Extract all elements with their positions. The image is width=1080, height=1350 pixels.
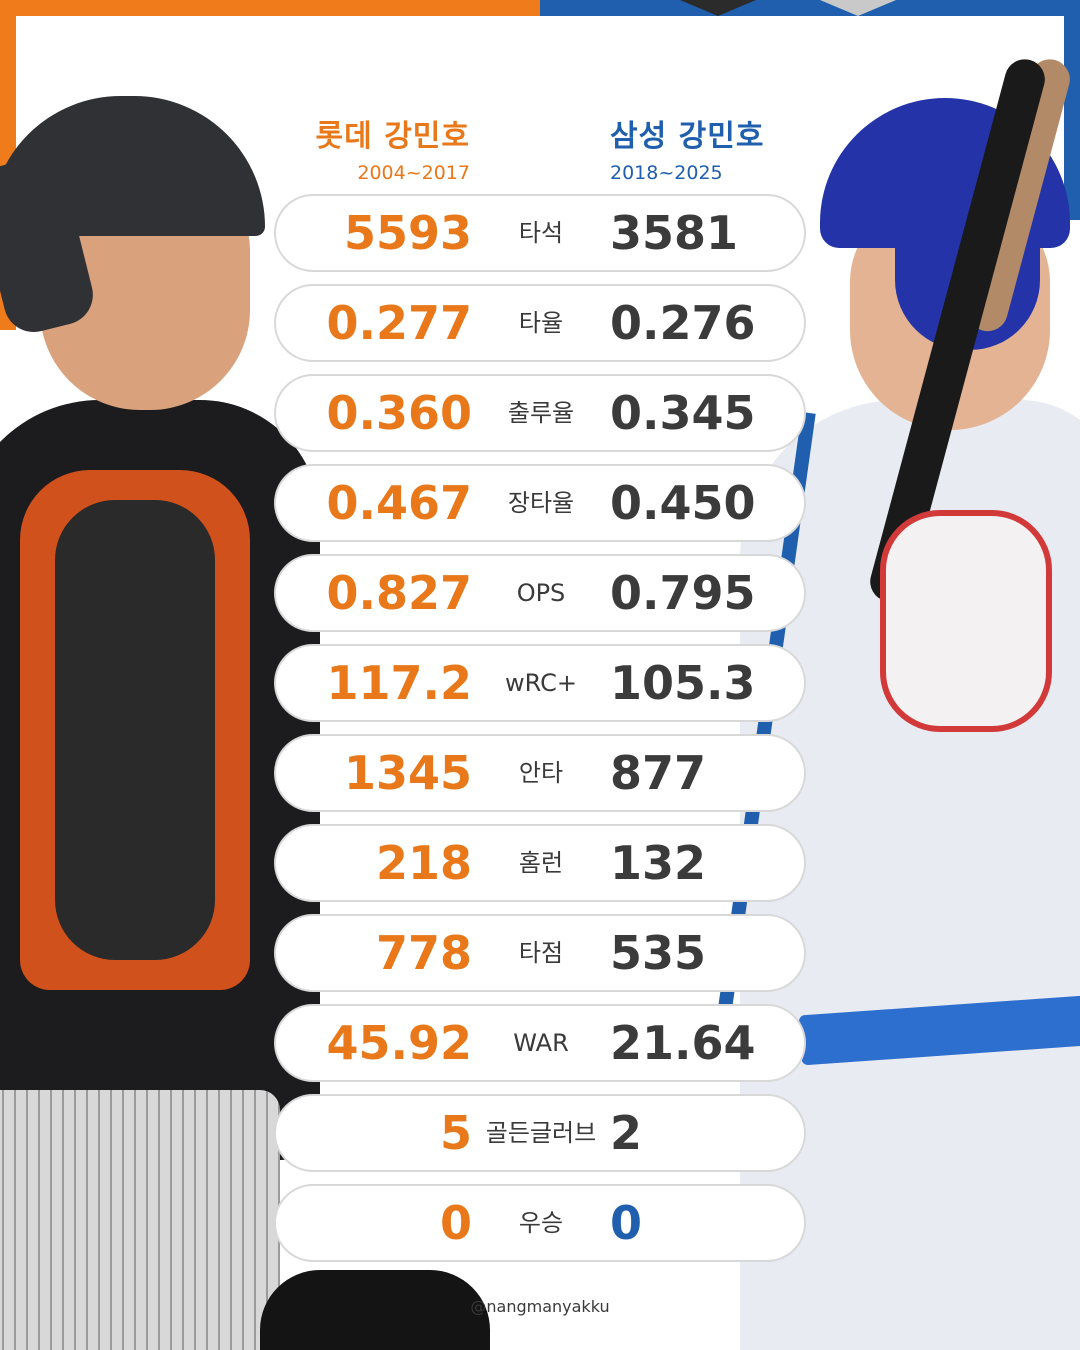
stat-row-on-base-percentage: 0.360 출루율 0.345: [274, 374, 806, 452]
stat-comparison-list: 5593 타석 3581 0.277 타율 0.276 0.360 출루율 0.…: [274, 194, 806, 1274]
stat-row-ops: 0.827 OPS 0.795: [274, 554, 806, 632]
left-player-pinstripe-pants: [0, 1090, 280, 1350]
left-player-helmet: [0, 96, 265, 236]
stat-row-golden-glove: 5 골든글러브 2: [274, 1094, 806, 1172]
top-bar-orange: [0, 0, 540, 16]
right-stat-value: 0: [610, 1196, 643, 1250]
stat-label: 타점: [518, 939, 564, 967]
left-player-jersey: [55, 500, 215, 960]
right-stat-value: 0.795: [610, 566, 756, 620]
stat-row-batting-average: 0.277 타율 0.276: [274, 284, 806, 362]
footer-handle: @nangmanyakku: [470, 1297, 610, 1316]
left-player-header: 롯데 강민호 2004~2017: [230, 118, 470, 186]
stat-row-wrc-plus: 117.2 wRC+ 105.3: [274, 644, 806, 722]
top-wedge-grey: [820, 0, 896, 16]
stat-row-slugging: 0.467 장타율 0.450: [274, 464, 806, 542]
right-stat-value: 105.3: [610, 656, 756, 710]
left-stat-value: 0.360: [326, 386, 472, 440]
left-stat-value: 1345: [343, 746, 472, 800]
left-player-glove: [260, 1270, 490, 1350]
stat-label: 골든글러브: [485, 1119, 597, 1147]
right-stat-value: 0.345: [610, 386, 756, 440]
left-stat-value: 117.2: [326, 656, 472, 710]
stat-label: 안타: [518, 759, 564, 787]
right-stat-value: 3581: [610, 206, 739, 260]
stat-label: 우승: [518, 1209, 564, 1237]
right-stat-value: 535: [610, 926, 707, 980]
left-team-years: 2004~2017: [357, 162, 470, 184]
stat-label: wRC+: [505, 669, 577, 697]
stat-label: 장타율: [507, 489, 575, 517]
left-stat-value: 0.467: [326, 476, 472, 530]
stat-row-home-runs: 218 홈런 132: [274, 824, 806, 902]
stat-row-plate-appearances: 5593 타석 3581: [274, 194, 806, 272]
stat-row-hits: 1345 안타 877: [274, 734, 806, 812]
left-stat-value: 778: [375, 926, 472, 980]
left-stat-value: 0: [439, 1196, 472, 1250]
top-wedge-dark: [680, 0, 756, 16]
left-team-name: 롯데 강민호: [315, 119, 470, 154]
right-player-header: 삼성 강민호 2018~2025: [610, 118, 850, 186]
right-player-batting-gloves: [880, 510, 1052, 732]
right-edge-band: [1064, 0, 1080, 220]
left-stat-value: 218: [375, 836, 472, 890]
right-stat-value: 2: [610, 1106, 643, 1160]
left-stat-value: 5593: [343, 206, 472, 260]
right-stat-value: 0.276: [610, 296, 756, 350]
stat-label: WAR: [513, 1029, 569, 1057]
stat-row-championships: 0 우승 0: [274, 1184, 806, 1262]
right-stat-value: 877: [610, 746, 707, 800]
left-stat-value: 0.827: [326, 566, 472, 620]
stat-row-rbi: 778 타점 535: [274, 914, 806, 992]
left-stat-value: 5: [439, 1106, 472, 1160]
right-stat-value: 21.64: [610, 1016, 756, 1070]
right-team-years: 2018~2025: [610, 162, 723, 184]
stat-label: 홈런: [518, 849, 564, 877]
stat-label: OPS: [516, 579, 566, 607]
right-stat-value: 0.450: [610, 476, 756, 530]
top-bar-blue: [540, 0, 1080, 16]
right-stat-value: 132: [610, 836, 707, 890]
stat-label: 타석: [518, 219, 564, 247]
left-stat-value: 45.92: [326, 1016, 472, 1070]
stat-row-war: 45.92 WAR 21.64: [274, 1004, 806, 1082]
stat-label: 출루율: [507, 399, 575, 427]
stat-label: 타율: [518, 309, 564, 337]
right-team-name: 삼성 강민호: [610, 119, 765, 154]
left-stat-value: 0.277: [326, 296, 472, 350]
